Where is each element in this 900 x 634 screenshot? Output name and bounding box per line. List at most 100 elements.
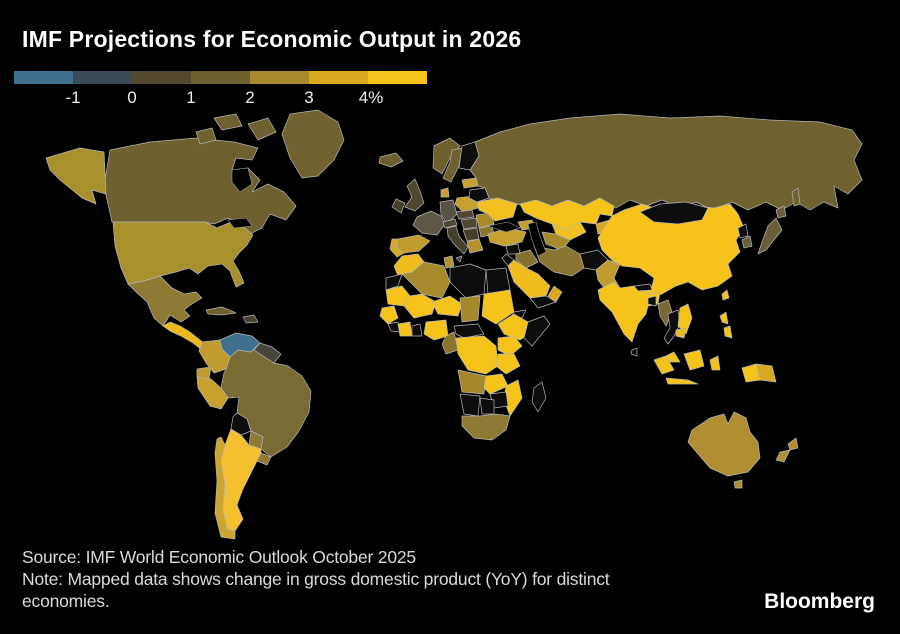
source-line: Source: IMF World Economic Outlook Octob… <box>22 547 416 567</box>
region-greenland <box>281 109 345 179</box>
legend-bin-5 <box>309 71 368 84</box>
region-uganda-kenya <box>497 335 523 357</box>
region-cuba <box>205 306 237 316</box>
region-south-africa <box>461 413 511 441</box>
region-tunisia <box>443 255 455 269</box>
region-portugal <box>389 238 405 258</box>
region-mexico <box>127 275 203 327</box>
legend-tick: 3 <box>304 88 314 107</box>
region-baltics <box>461 177 479 189</box>
region-western-sahara <box>385 273 403 291</box>
region-belarus <box>468 187 490 203</box>
region-italy-sicily <box>455 255 463 263</box>
region-chad <box>459 295 481 323</box>
region-libya <box>449 263 487 299</box>
region-egypt <box>485 267 511 295</box>
legend-tick: 4% <box>358 88 384 107</box>
region-new-zealand-south <box>775 449 791 463</box>
region-australia <box>687 411 761 477</box>
region-russia-sakhalin <box>791 187 801 207</box>
region-central-african-republic <box>453 323 485 339</box>
region-nigeria <box>423 319 449 341</box>
region-indonesia-java <box>665 377 699 385</box>
region-taiwan <box>721 289 730 301</box>
great-lakes <box>227 217 253 229</box>
region-senegal-guinea <box>379 305 399 325</box>
region-papua-new-guinea <box>755 363 777 383</box>
region-south-korea <box>741 235 753 249</box>
legend-bin-2 <box>132 71 191 84</box>
region-bangladesh <box>647 295 657 307</box>
region-thailand <box>663 309 681 345</box>
region-alaska <box>45 147 107 205</box>
region-ukraine <box>476 197 518 222</box>
region-denmark <box>440 187 450 198</box>
legend-tick: 1 <box>186 88 196 107</box>
legend-bin-6 <box>368 71 427 84</box>
legend-tick: 0 <box>127 88 137 107</box>
legend-tick: -1 <box>65 88 81 107</box>
region-dr-congo <box>455 335 499 375</box>
region-canada-arctic-island-2 <box>247 117 277 141</box>
region-philippines-mindanao <box>723 325 733 339</box>
region-turkmenistan <box>541 231 571 251</box>
region-romania <box>475 212 495 229</box>
region-new-zealand-north <box>787 437 799 451</box>
region-cameroon-gabon <box>441 331 459 355</box>
region-usa <box>112 221 254 288</box>
region-niger <box>431 295 463 317</box>
region-greece <box>466 238 484 254</box>
region-germany <box>439 199 458 225</box>
region-balkans <box>462 227 480 242</box>
region-indonesia-borneo <box>683 349 705 371</box>
region-tanzania <box>495 353 521 375</box>
hudson-bay <box>231 167 253 193</box>
region-spain <box>395 234 431 254</box>
region-cambodia <box>675 327 687 339</box>
chart-title: IMF Projections for Economic Output in 2… <box>22 26 522 52</box>
region-namibia <box>459 393 481 417</box>
region-russia <box>469 113 863 211</box>
region-madagascar <box>531 381 547 413</box>
region-nepal <box>633 283 653 292</box>
region-hungary <box>460 217 478 230</box>
legend-bin-0 <box>14 71 73 84</box>
legend-tick: 2 <box>245 88 255 107</box>
region-ghana <box>411 323 423 337</box>
region-iceland <box>378 152 404 168</box>
region-indonesia-sumatra <box>653 355 675 375</box>
region-zambia <box>483 373 509 395</box>
legend-bin-4 <box>250 71 309 84</box>
region-japan <box>757 217 783 255</box>
region-syria <box>505 243 521 255</box>
region-ivory-coast <box>397 321 413 337</box>
note-line: Note: Mapped data shows change in gross … <box>22 569 610 612</box>
region-canada-arctic-island-3 <box>195 127 217 145</box>
bloomberg-logo: Bloomberg <box>764 590 875 613</box>
region-chile <box>214 436 236 540</box>
region-france <box>412 210 446 236</box>
region-algeria <box>401 261 451 299</box>
region-north-korea <box>737 223 749 239</box>
region-canada-arctic-island-1 <box>213 113 243 131</box>
color-legend <box>14 71 427 84</box>
region-uk <box>404 178 425 212</box>
region-ireland <box>391 198 406 214</box>
region-norway <box>432 137 461 175</box>
region-kazakhstan <box>519 197 615 231</box>
source-note-block: Source: IMF World Economic Outlook Octob… <box>22 546 642 613</box>
region-iraq <box>515 249 539 269</box>
region-philippines-luzon <box>719 311 729 325</box>
region-indonesia-sulawesi <box>709 355 721 371</box>
caspian-sea <box>527 221 547 257</box>
region-vietnam <box>677 303 693 335</box>
region-italy <box>446 225 469 255</box>
region-canada <box>103 137 297 235</box>
legend-bin-1 <box>73 71 132 84</box>
region-somalia <box>523 315 551 347</box>
region-sudan <box>481 289 515 325</box>
region-peru <box>196 376 229 410</box>
region-venezuela <box>219 332 261 358</box>
black-sea <box>487 221 521 233</box>
